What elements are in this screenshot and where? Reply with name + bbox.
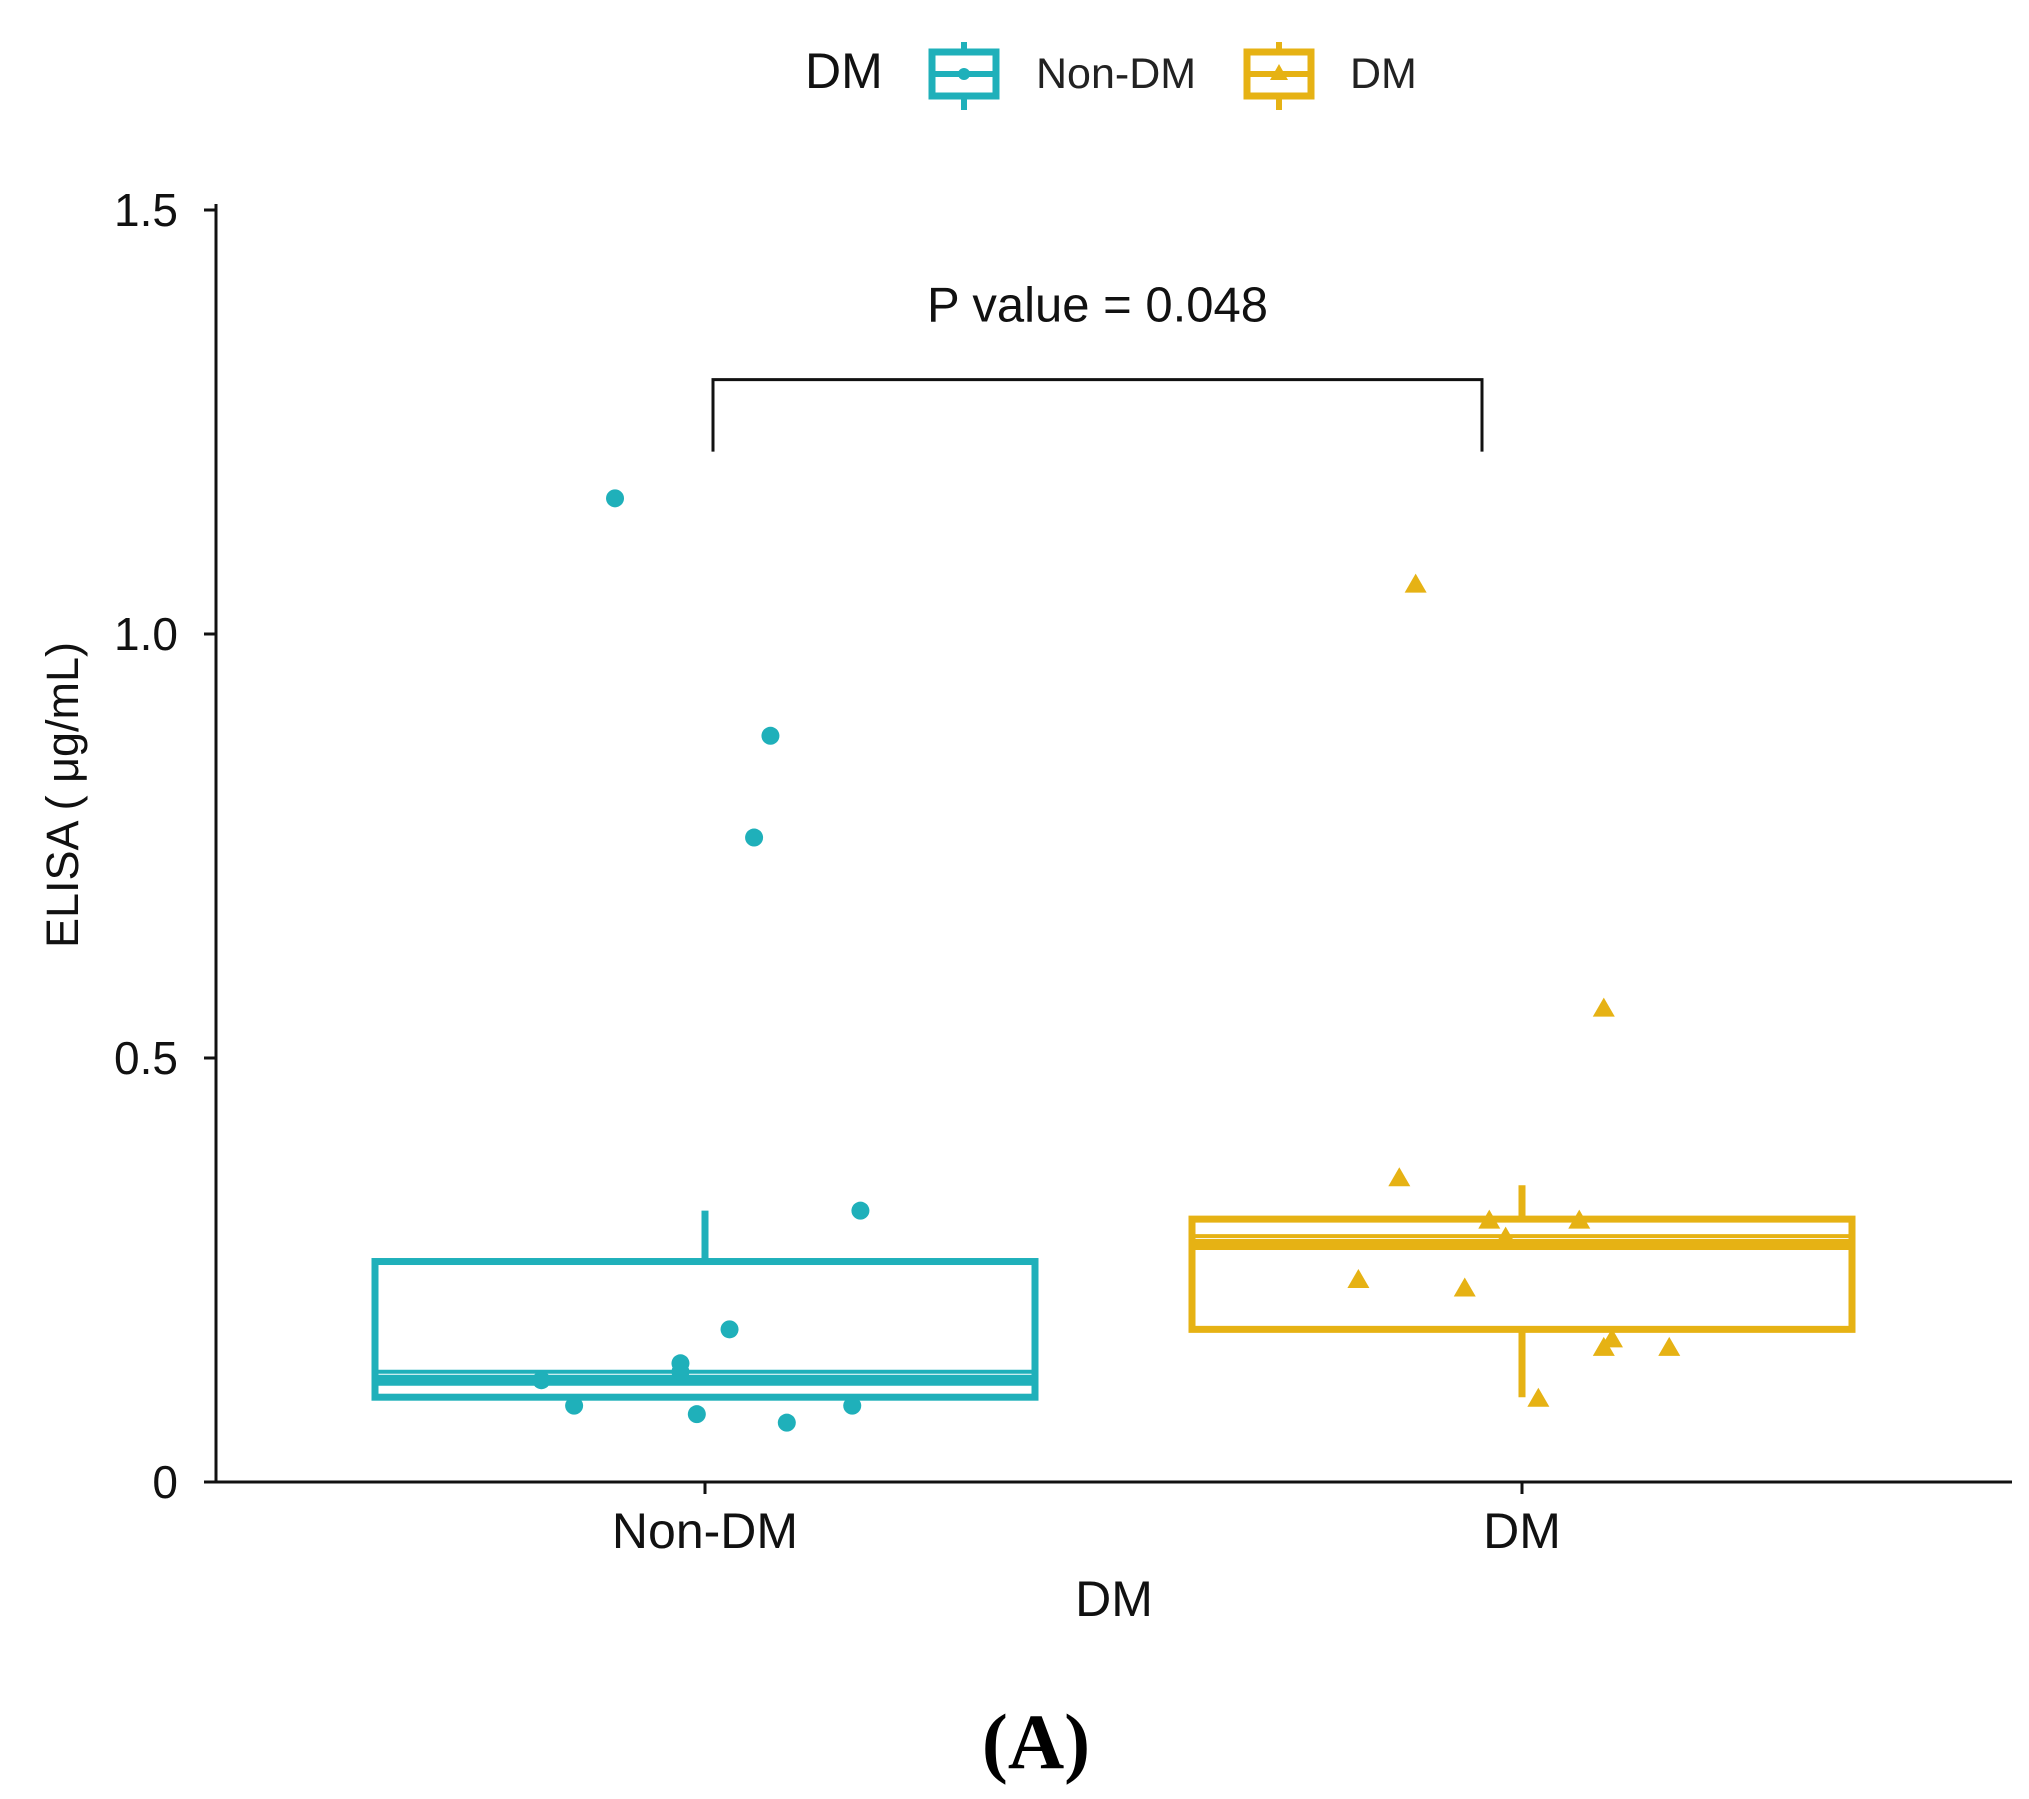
point-dm — [1404, 573, 1427, 593]
y-tick-label: 1.5 — [114, 184, 178, 236]
y-tick-label: 0.5 — [114, 1032, 178, 1084]
point-non-dm — [671, 1362, 690, 1381]
legend: DM Non-DM DM — [805, 42, 1417, 110]
point-non-dm — [777, 1413, 796, 1432]
y-tick-label: 0 — [152, 1456, 178, 1508]
point-dm — [1453, 1277, 1476, 1297]
point-dm — [1478, 1209, 1501, 1229]
point-dm — [1388, 1167, 1411, 1187]
point-non-dm — [851, 1201, 870, 1220]
x-tick-label: DM — [1483, 1503, 1561, 1559]
point-dm — [1592, 1336, 1615, 1356]
point-non-dm — [606, 489, 625, 508]
box-non-dm — [371, 1210, 1039, 1401]
point-dm — [1347, 1268, 1370, 1288]
significance-bracket: P value = 0.048 — [711, 279, 1484, 452]
p-value-label: P value = 0.048 — [927, 279, 1268, 333]
point-non-dm — [761, 726, 780, 745]
point-dm — [1658, 1336, 1681, 1356]
point-dm — [1494, 1226, 1517, 1246]
y-tick-label: 1.0 — [114, 608, 178, 660]
point-non-dm — [745, 828, 764, 847]
box-rect — [371, 1258, 1039, 1401]
point-dm — [1568, 1209, 1591, 1229]
panel-label: (A) — [982, 1698, 1090, 1785]
point-non-dm — [687, 1405, 706, 1424]
x-ticks: Non-DM DM — [612, 1482, 1561, 1559]
legend-label-dm: DM — [1350, 50, 1417, 98]
point-non-dm — [720, 1320, 739, 1339]
y-axis-label: ELISA ( μg/mL) — [37, 642, 88, 948]
bracket-line — [711, 378, 1484, 452]
x-tick-label: Non-DM — [612, 1503, 798, 1559]
boxplots — [371, 1185, 1856, 1401]
point-non-dm — [532, 1371, 551, 1390]
point-non-dm — [565, 1396, 584, 1415]
y-ticks: 0 0.5 1.0 1.5 — [114, 184, 216, 1508]
point-non-dm — [843, 1396, 862, 1415]
box-dm — [1188, 1185, 1856, 1398]
legend-title: DM — [805, 43, 883, 99]
x-axis-label: DM — [1075, 1571, 1153, 1627]
data-points — [532, 489, 1681, 1432]
point-dm — [1527, 1387, 1550, 1407]
legend-label-non-dm: Non-DM — [1036, 50, 1196, 98]
legend-key-dm — [1243, 42, 1315, 110]
box-rect — [1188, 1215, 1856, 1333]
legend-key-non-dm — [928, 42, 1000, 110]
point-dm — [1592, 997, 1615, 1017]
